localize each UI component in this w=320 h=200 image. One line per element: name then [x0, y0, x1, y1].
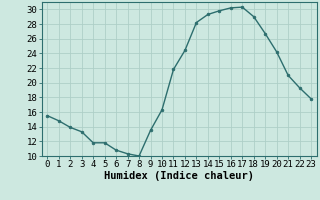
X-axis label: Humidex (Indice chaleur): Humidex (Indice chaleur)	[104, 171, 254, 181]
